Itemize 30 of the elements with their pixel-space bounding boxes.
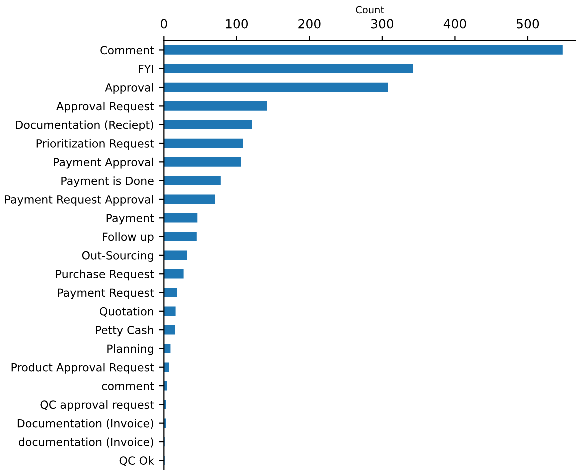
- y-tick-label: Prioritization Request: [36, 139, 154, 150]
- y-tick-label: Follow up: [103, 232, 154, 244]
- x-tick-label: 200: [298, 19, 321, 29]
- x-tick-label: 0: [161, 19, 168, 29]
- y-tick-label: Approval Request: [56, 102, 154, 113]
- x-tick-label: 300: [371, 19, 394, 29]
- y-tick-label: Payment is Done: [62, 176, 154, 188]
- y-tick-label: Purchase Request: [56, 270, 154, 281]
- y-tick-label: documentation (Invoice): [18, 438, 154, 448]
- y-tick-label: Documentation (Invoice): [18, 419, 154, 430]
- y-tick-label: QC Ok: [120, 456, 154, 466]
- x-tick-label: 100: [226, 19, 248, 29]
- y-tick-label: Payment: [106, 214, 154, 225]
- y-tick-label: comment: [102, 382, 154, 390]
- y-tick-label: Documentation (Reciept): [16, 120, 154, 132]
- y-tick-label: Planning: [108, 344, 154, 356]
- y-tick-label: Comment: [100, 46, 154, 55]
- y-tick-label: FYI: [139, 64, 154, 74]
- y-tick-label: QC approval request: [40, 400, 154, 412]
- x-axis-title: Count: [356, 6, 384, 14]
- x-tick-label: 400: [444, 19, 466, 29]
- y-tick-label: Payment Approval: [54, 158, 154, 169]
- y-tick-label: Quotation: [100, 307, 154, 318]
- y-tick-label: Payment Request: [58, 288, 154, 300]
- y-tick-label: Payment Request Approval: [5, 195, 154, 206]
- y-tick-label: Approval: [105, 83, 154, 94]
- y-tick-label: Petty Cash: [96, 326, 154, 337]
- y-tick-label: Product Approval Request: [12, 363, 154, 374]
- x-tick-label: 500: [517, 19, 540, 29]
- y-tick-label: Out-Sourcing: [82, 251, 154, 262]
